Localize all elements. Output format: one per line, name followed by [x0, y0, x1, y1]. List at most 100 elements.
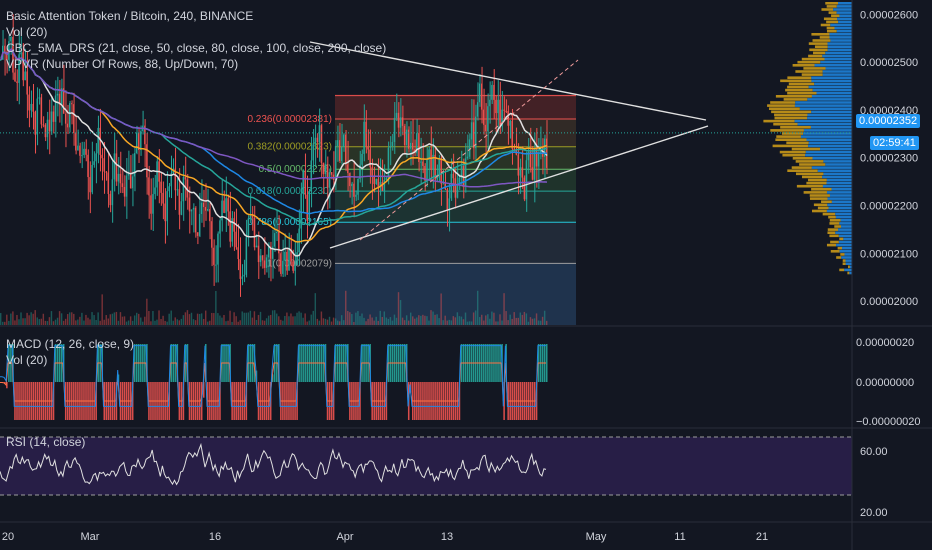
- price-tick: 0.00002100: [860, 248, 918, 260]
- macd-hist: [385, 382, 388, 420]
- volume-bar: [308, 320, 310, 325]
- fib-zone: [335, 263, 576, 325]
- time-tick: May: [586, 531, 607, 543]
- candle-body: [190, 209, 193, 212]
- candle-body: [192, 207, 195, 210]
- volume-bar: [111, 313, 114, 325]
- volume-bar: [314, 293, 317, 325]
- volume-bar: [105, 315, 107, 325]
- volume-bar: [14, 320, 16, 325]
- volume-bar: [117, 320, 120, 325]
- volume-bar: [340, 315, 343, 325]
- vp-row-down: [828, 215, 836, 219]
- volume-bar: [525, 313, 528, 325]
- candle-body: [265, 257, 268, 268]
- vp-row-down: [823, 17, 838, 21]
- volume-bar: [148, 311, 150, 325]
- candle-body: [466, 156, 469, 159]
- volume-bar: [472, 312, 475, 325]
- candle-body: [343, 134, 345, 148]
- vp-row-up: [799, 107, 852, 110]
- volume-bar: [131, 320, 134, 325]
- candle-body: [221, 200, 223, 221]
- candle-body: [381, 181, 383, 191]
- volume-bar: [373, 320, 375, 325]
- volume-bar: [190, 312, 193, 325]
- volume-bar: [397, 292, 400, 325]
- vp-row-down: [799, 163, 826, 166]
- candle-body: [140, 131, 142, 150]
- candle-body: [493, 84, 495, 100]
- candle-body: [412, 142, 414, 150]
- vp-row-up: [814, 64, 852, 67]
- candle-body: [138, 132, 140, 150]
- vp-row-down: [787, 91, 817, 95]
- candle-body: [245, 237, 248, 275]
- volume-bar: [257, 314, 260, 325]
- vp-row-up: [839, 222, 852, 225]
- vp-row-up: [820, 147, 852, 151]
- volume-bar: [38, 319, 40, 325]
- price-tick: 0.00002400: [860, 105, 918, 117]
- candle-body: [460, 166, 463, 178]
- volume-bar: [276, 313, 278, 325]
- vp-row-down: [826, 29, 837, 33]
- candle-body: [85, 148, 87, 155]
- volume-bar: [101, 294, 103, 325]
- vp-row-up: [807, 113, 852, 117]
- volume-bar: [249, 310, 252, 325]
- vp-row-up: [841, 225, 852, 228]
- macd-hist: [168, 382, 170, 420]
- volume-bar: [79, 316, 81, 325]
- volume-bar: [26, 312, 28, 325]
- volume-bar: [527, 321, 530, 325]
- volume-bar: [36, 317, 38, 325]
- candle-body: [324, 164, 327, 175]
- candle-body: [182, 177, 185, 202]
- volume-bar: [231, 321, 233, 325]
- volume-bar: [489, 318, 491, 325]
- volume-bar: [18, 319, 20, 325]
- candle-body: [257, 245, 260, 263]
- candle-body: [54, 95, 57, 122]
- candle-body: [481, 83, 483, 110]
- candle-body: [229, 211, 231, 242]
- vp-row-down: [811, 209, 827, 213]
- candle-body: [367, 146, 369, 150]
- vp-row-down: [787, 85, 809, 89]
- volume-bar: [393, 314, 396, 325]
- candle-body: [385, 177, 388, 181]
- volume-bars: [0, 290, 548, 325]
- vp-row-down: [779, 150, 806, 154]
- volume-bar: [46, 321, 49, 325]
- candle-body: [320, 125, 323, 164]
- volume-bar: [403, 320, 406, 325]
- volume-bar: [497, 321, 499, 325]
- volume-bar: [69, 312, 71, 325]
- candle-body: [34, 111, 36, 135]
- volume-bar: [509, 314, 511, 325]
- vp-row-down: [771, 110, 812, 114]
- vp-row-up: [840, 219, 852, 222]
- volume-bar: [170, 310, 172, 325]
- volume-bar: [531, 318, 534, 325]
- candle-body: [401, 117, 404, 126]
- vp-row-down: [796, 184, 823, 188]
- macd-title: MACD (12, 26, close, 9): [6, 337, 135, 351]
- candle-body: [18, 54, 20, 83]
- candle-body: [405, 129, 408, 146]
- volume-bar: [198, 313, 201, 325]
- vp-row-down: [817, 206, 829, 210]
- vp-row-up: [838, 2, 852, 5]
- volume-bar: [361, 313, 363, 325]
- triangle-pattern: [0, 41, 852, 249]
- volume-bar: [160, 319, 162, 325]
- candle-body: [30, 103, 32, 111]
- candle-body: [276, 231, 278, 234]
- candle-body: [527, 151, 530, 161]
- volume-bar: [493, 312, 495, 325]
- vp-row-up: [805, 150, 852, 154]
- volume-bar: [28, 315, 30, 325]
- volume-bar: [316, 318, 319, 325]
